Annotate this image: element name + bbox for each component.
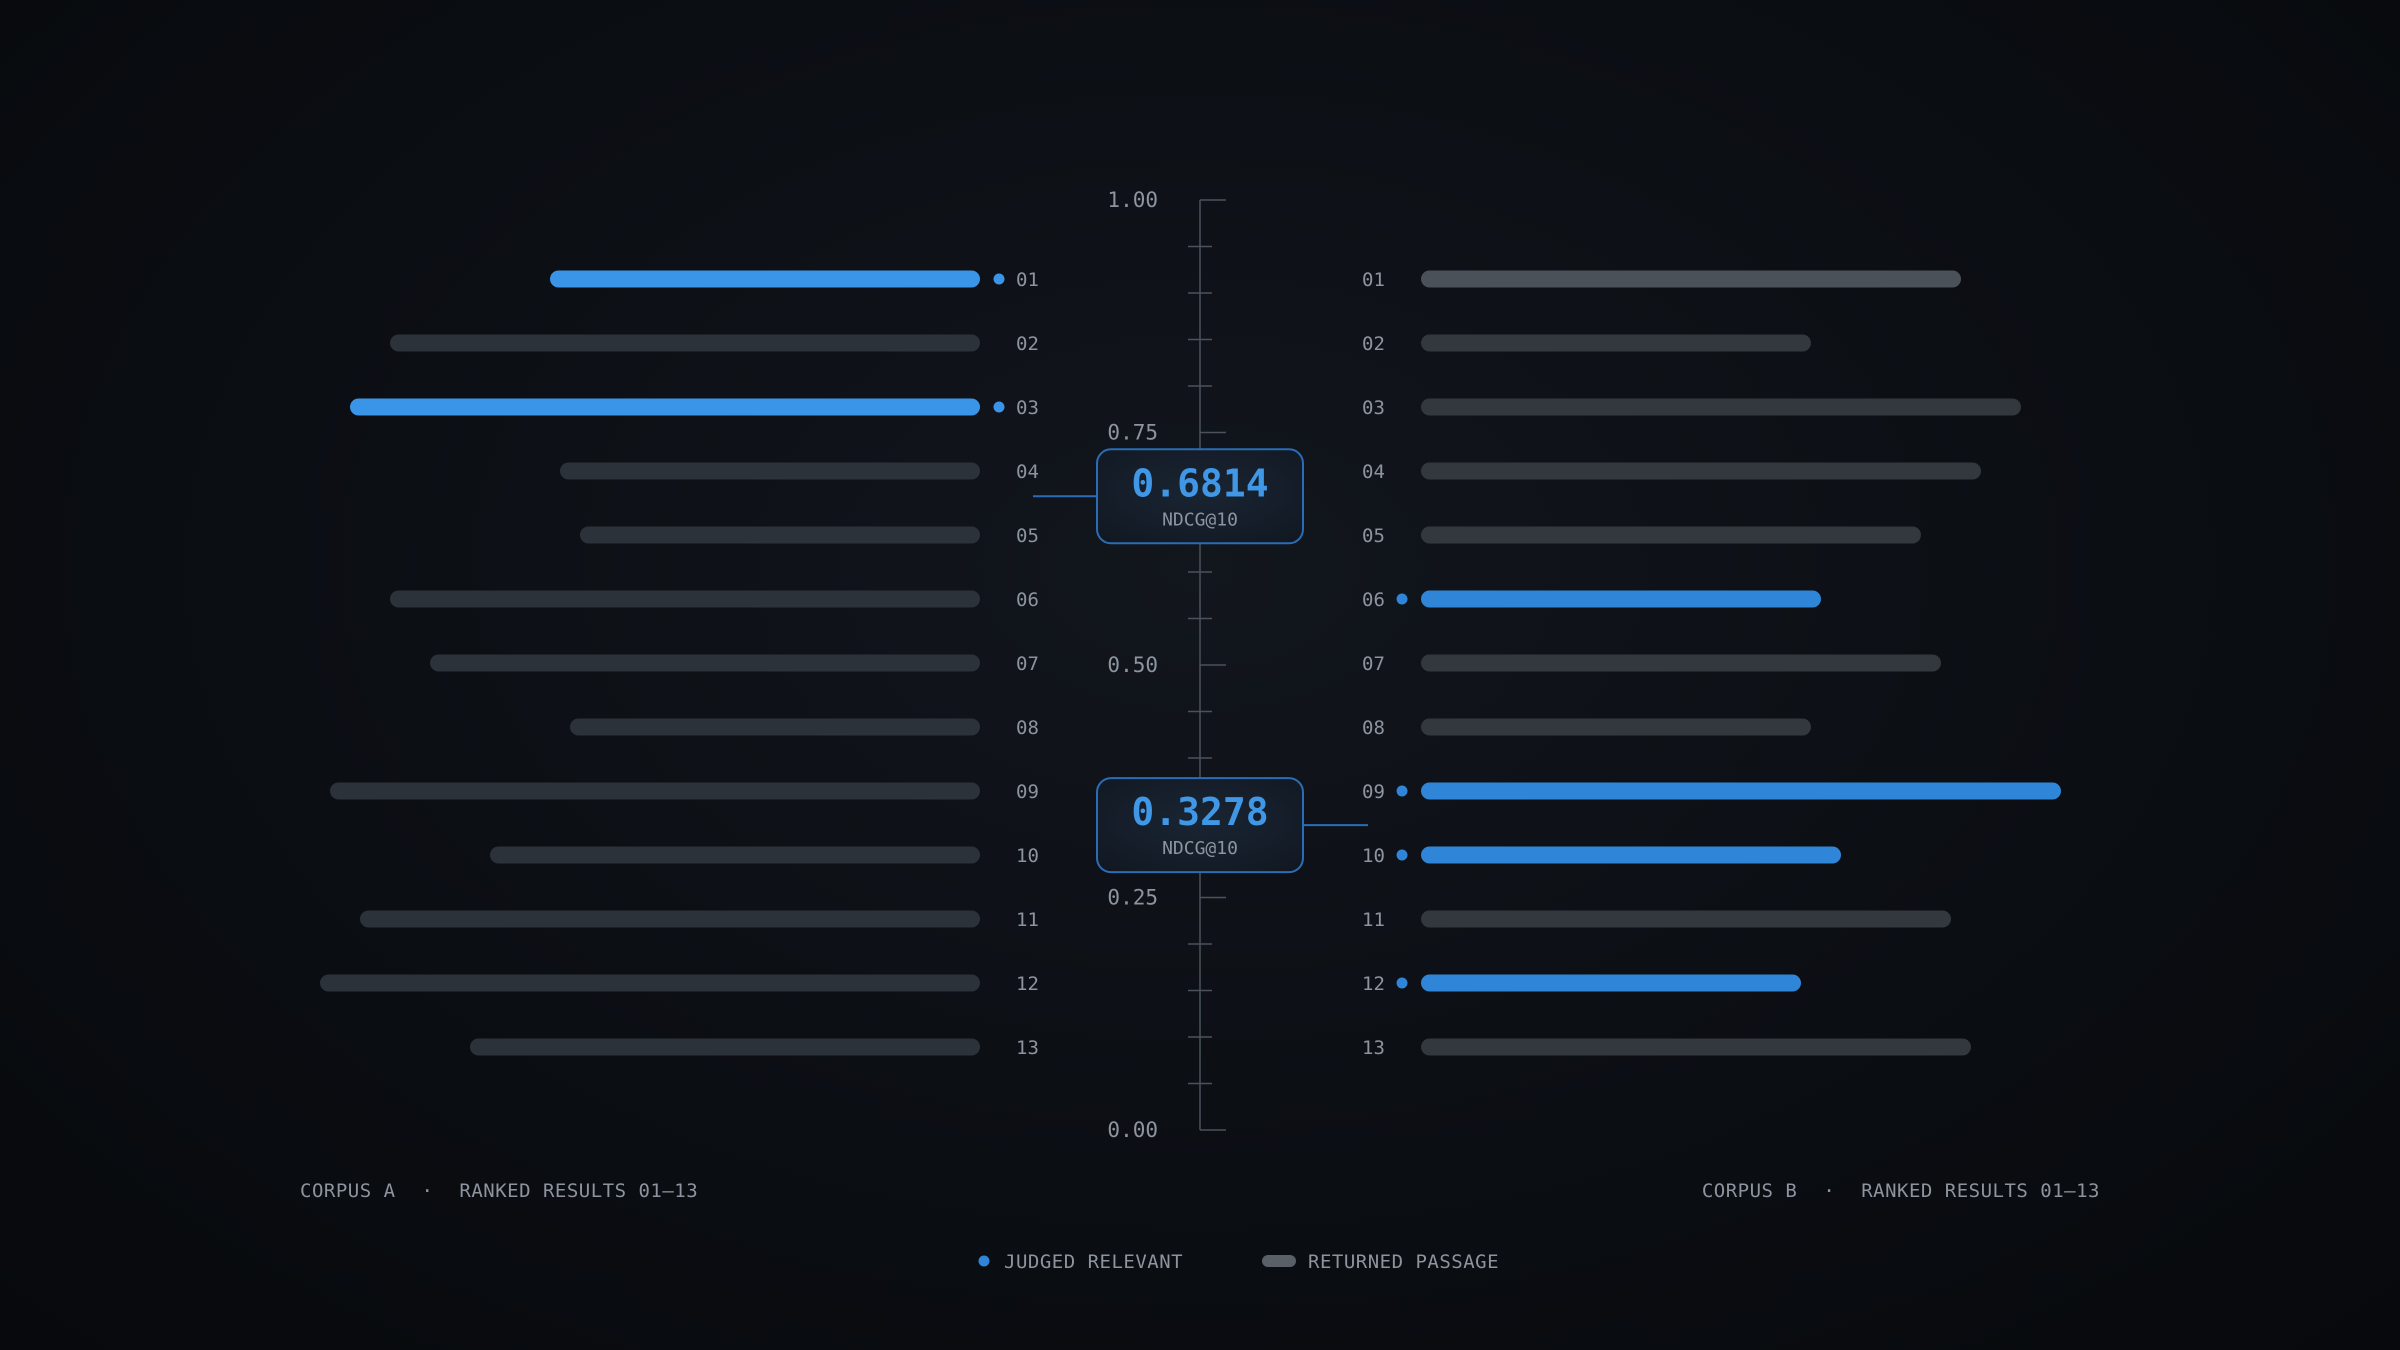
- corpus-b-score-badge: 0.3278 NDCG@10: [1096, 777, 1368, 874]
- result-bar: [390, 590, 980, 608]
- result-bar: [1421, 526, 1921, 544]
- result-bar: [580, 526, 980, 544]
- rank-label: 02: [1362, 333, 1385, 355]
- result-bar: [570, 718, 980, 736]
- result-bar: [1421, 1038, 1971, 1056]
- corpus-b-separator: ·: [1823, 1180, 1835, 1202]
- rank-label: 06: [1016, 589, 1039, 611]
- legend: JUDGED RELEVANT RETURNED PASSAGE: [978, 1251, 1499, 1273]
- result-bar: [490, 846, 980, 864]
- relevant-result-bar: [1421, 590, 1821, 608]
- relevance-dot: [1396, 785, 1408, 797]
- corpus-b-range: RANKED RESULTS 01–13: [1861, 1180, 2100, 1202]
- relevant-result-bar: [350, 398, 980, 416]
- result-bar: [320, 974, 980, 992]
- relevance-dot: [993, 273, 1005, 285]
- rank-label: 09: [1362, 781, 1385, 803]
- rank-label: 01: [1016, 269, 1039, 291]
- corpus-a-separator: ·: [421, 1180, 433, 1202]
- rank-label: 01: [1362, 269, 1385, 291]
- axis-tick-label: 0.00: [1107, 1118, 1158, 1142]
- score-value: 0.6814: [1131, 461, 1268, 505]
- rank-label: 10: [1016, 845, 1039, 867]
- rank-label: 03: [1016, 397, 1039, 419]
- result-bar: [1421, 270, 1961, 288]
- score-badges: 0.6814 NDCG@10 0.3278 NDCG@10: [1033, 448, 1368, 874]
- score-value: 0.3278: [1131, 790, 1268, 834]
- result-bar: [360, 910, 980, 928]
- relevant-result-bar: [550, 270, 980, 288]
- legend-relevant-label: JUDGED RELEVANT: [1004, 1251, 1183, 1273]
- result-bar: [1421, 718, 1811, 736]
- relevant-result-bar: [1421, 846, 1841, 864]
- corpus-a-bars: 01 02 03 04 05 06 07 08 09 10 11 12 13: [320, 269, 1039, 1059]
- metric-label: NDCG@10: [1162, 509, 1238, 530]
- rank-label: 09: [1016, 781, 1039, 803]
- rank-label: 10: [1362, 845, 1385, 867]
- relevance-dot: [1396, 849, 1408, 861]
- rank-label: 13: [1016, 1037, 1039, 1059]
- rank-label: 04: [1016, 461, 1039, 483]
- badge-frame: [1096, 777, 1304, 874]
- relevance-dot: [1396, 593, 1408, 605]
- relevant-result-bar: [1421, 974, 1801, 992]
- rank-label: 11: [1362, 909, 1385, 931]
- result-bar: [1421, 334, 1811, 352]
- result-bar: [1421, 910, 1951, 928]
- rank-label: 04: [1362, 461, 1385, 483]
- metric-label: NDCG@10: [1162, 838, 1238, 859]
- rank-label: 05: [1362, 525, 1385, 547]
- relevance-dot: [993, 401, 1005, 413]
- corpus-b-name: CORPUS B: [1702, 1180, 1798, 1202]
- rank-label: 07: [1362, 653, 1385, 675]
- axis-tick-label: 0.50: [1107, 653, 1158, 677]
- legend-relevant-dot: [978, 1255, 990, 1267]
- result-bar: [390, 334, 980, 352]
- relevant-result-bar: [1421, 782, 2061, 800]
- badge-frame: [1096, 448, 1304, 545]
- corpus-b-caption: CORPUS B · RANKED RESULTS 01–13: [1702, 1180, 2100, 1202]
- legend-returned-label: RETURNED PASSAGE: [1308, 1251, 1499, 1273]
- corpus-b-bars: 01 02 03 04 05 06 07 08 09 10 11 12 13: [1362, 269, 2061, 1059]
- result-bar: [430, 654, 980, 672]
- result-bar: [1421, 462, 1981, 480]
- relevance-dot: [1396, 977, 1408, 989]
- rank-label: 05: [1016, 525, 1039, 547]
- result-bar: [330, 782, 980, 800]
- corpus-a-name: CORPUS A: [300, 1180, 396, 1202]
- score-axis: 1.00 0.75 0.50 0.25 0.00: [1107, 188, 1226, 1142]
- rank-label: 08: [1016, 717, 1039, 739]
- corpus-a-range: RANKED RESULTS 01–13: [459, 1180, 698, 1202]
- rank-label: 12: [1016, 973, 1039, 995]
- rank-label: 13: [1362, 1037, 1385, 1059]
- result-bar: [470, 1038, 980, 1056]
- corpus-a-caption: CORPUS A · RANKED RESULTS 01–13: [300, 1180, 698, 1202]
- axis-tick-label: 1.00: [1107, 188, 1158, 212]
- rank-label: 02: [1016, 333, 1039, 355]
- corpus-a-score-badge: 0.6814 NDCG@10: [1033, 448, 1304, 545]
- result-bar: [1421, 398, 2021, 416]
- rank-label: 08: [1362, 717, 1385, 739]
- result-bar: [560, 462, 980, 480]
- axis-tick-label: 0.25: [1107, 886, 1158, 910]
- axis-tick-label: 0.75: [1107, 421, 1158, 445]
- rank-label: 03: [1362, 397, 1385, 419]
- legend-returned-swatch: [1262, 1255, 1296, 1267]
- result-bar: [1421, 654, 1941, 672]
- rank-label: 11: [1016, 909, 1039, 931]
- rank-label: 06: [1362, 589, 1385, 611]
- rank-label: 12: [1362, 973, 1385, 995]
- rank-label: 07: [1016, 653, 1039, 675]
